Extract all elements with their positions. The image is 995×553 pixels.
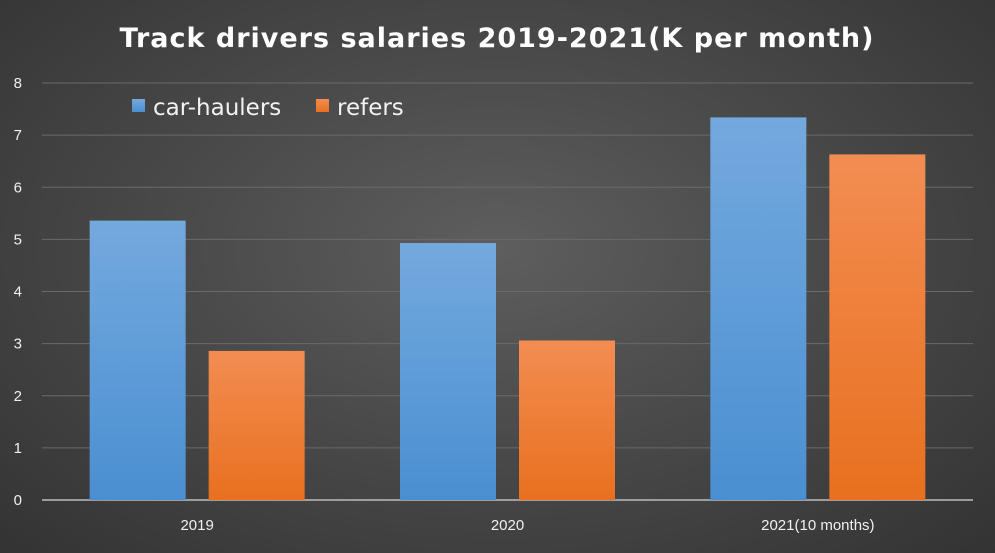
y-tick-label: 7 — [14, 127, 22, 144]
legend: car-haulers refers — [132, 95, 404, 121]
y-tick-label: 6 — [14, 179, 22, 196]
bar-refers-2021(10 months) — [829, 154, 926, 500]
y-tick-label: 8 — [14, 75, 22, 92]
bar-refers-2019 — [208, 350, 305, 500]
x-tick-label: 2020 — [491, 517, 524, 534]
y-axis-ticks: 0 1 2 3 4 5 6 7 8 — [14, 75, 22, 509]
legend-swatch-car-haulers — [132, 99, 145, 112]
y-tick-label: 5 — [14, 231, 22, 248]
bar-car-haulers-2021(10 months) — [710, 117, 807, 500]
legend-label-refers: refers — [337, 95, 404, 121]
legend-swatch-refers — [316, 99, 329, 112]
chart-title: Track drivers salaries 2019-2021(K per m… — [120, 23, 875, 54]
x-tick-label: 2019 — [180, 517, 213, 534]
y-tick-label: 2 — [14, 388, 22, 405]
legend-label-car-haulers: car-haulers — [153, 95, 281, 121]
x-axis-ticks: 2019 2020 2021(10 months) — [180, 517, 874, 534]
bars — [89, 117, 926, 501]
gridlines — [42, 82, 973, 501]
bar-car-haulers-2019 — [89, 220, 186, 501]
bar-refers-2020 — [519, 340, 615, 500]
y-tick-label: 1 — [14, 440, 22, 457]
y-tick-label: 4 — [14, 284, 22, 301]
x-tick-label: 2021(10 months) — [761, 517, 874, 534]
y-tick-label: 3 — [14, 336, 22, 353]
bar-car-haulers-2020 — [400, 243, 496, 500]
y-tick-label: 0 — [14, 492, 22, 509]
